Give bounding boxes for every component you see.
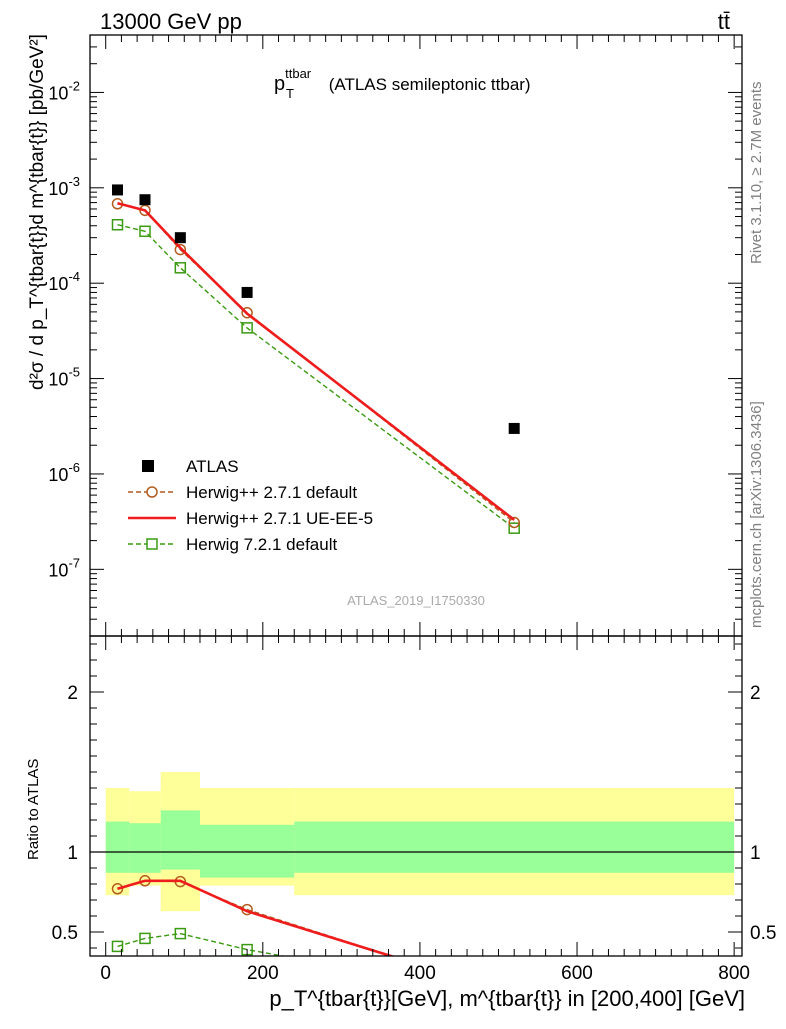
x-tick-label: 200 bbox=[247, 963, 279, 984]
ratio-frame bbox=[89, 635, 743, 957]
main-panel: 10-710-610-510-410-310-2 bbox=[48, 34, 743, 637]
y-tick-exp: -4 bbox=[68, 269, 80, 284]
ratio-y-tick-label-left: 2 bbox=[67, 683, 78, 704]
title-sub: T bbox=[286, 86, 294, 101]
y-tick-exp: -6 bbox=[68, 460, 80, 475]
data-point bbox=[508, 516, 520, 529]
y-tick-base: 10 bbox=[48, 83, 68, 103]
y-tick-base: 10 bbox=[48, 370, 68, 390]
y-tick-label: 10-3 bbox=[48, 174, 80, 199]
series-line bbox=[117, 201, 515, 521]
legend-label: Herwig 7.2.1 default bbox=[186, 535, 337, 554]
legend-marker bbox=[142, 460, 154, 472]
y-tick-base: 10 bbox=[48, 179, 68, 199]
uncertainty-bands bbox=[105, 772, 735, 912]
y-tick-exp: -5 bbox=[68, 365, 80, 380]
data-point bbox=[174, 927, 187, 940]
data-point bbox=[174, 243, 187, 256]
y-tick-label: 10-4 bbox=[48, 269, 80, 294]
data-point bbox=[139, 225, 151, 238]
y-tick-label: 10-2 bbox=[48, 78, 80, 103]
data-point bbox=[241, 286, 253, 298]
y-tick-label: 10-5 bbox=[48, 365, 80, 390]
x-axis-label: p_T^{tbar{t}}[GeV], m^{tbar{t}} in [200,… bbox=[269, 986, 745, 1011]
inner-band-bin bbox=[160, 810, 200, 870]
main-y-axis-label: d²σ / d p_T^{tbar{t}}d m^{tbar{t}} [pb/G… bbox=[27, 34, 48, 390]
y-tick-base: 10 bbox=[48, 465, 68, 485]
ratio-y-tick-label-right: 2 bbox=[750, 683, 761, 704]
data-point bbox=[508, 422, 520, 434]
ratio-y-tick-label-left: 0.5 bbox=[52, 923, 78, 944]
y-tick-label: 10-7 bbox=[48, 555, 80, 580]
title-main: p bbox=[274, 73, 285, 95]
ratio-y-tick-label-left: 1 bbox=[67, 843, 78, 864]
mcplots-label: mcplots.cern.ch [arXiv:1306.3436] bbox=[748, 401, 765, 628]
ratio-y-tick-label-right: 1 bbox=[750, 843, 761, 864]
data-point bbox=[508, 522, 520, 534]
data-point bbox=[241, 322, 253, 334]
y-tick-exp: -2 bbox=[68, 78, 80, 93]
data-point bbox=[111, 218, 124, 231]
x-tick-label: 400 bbox=[404, 963, 436, 984]
y-tick-label: 10-6 bbox=[48, 460, 80, 485]
y-tick-exp: -7 bbox=[68, 555, 80, 570]
legend-marker bbox=[146, 538, 158, 550]
title-sup: ttbar bbox=[285, 66, 312, 81]
data-point bbox=[111, 883, 124, 895]
ratio-y-axis-label: Ratio to ATLAS bbox=[25, 759, 42, 860]
x-tick-label: 800 bbox=[718, 963, 750, 984]
y-tick-base: 10 bbox=[48, 560, 68, 580]
data-point bbox=[139, 194, 151, 206]
legend-marker bbox=[146, 486, 158, 498]
rivet-version-label: Rivet 3.1.10, ≥ 2.7M events bbox=[748, 82, 765, 265]
inner-band-bin bbox=[294, 821, 735, 873]
x-tick-label: 0 bbox=[100, 963, 111, 984]
legend-label: Herwig++ 2.7.1 UE-EE-5 bbox=[186, 509, 373, 528]
x-tick-label: 600 bbox=[561, 963, 593, 984]
legend: ATLAS Herwig++ 2.7.1 default Herwig++ 2.7.… bbox=[128, 457, 373, 554]
legend-label: Herwig++ 2.7.1 default bbox=[186, 483, 357, 502]
title-rest: (ATLAS semileptonic ttbar) bbox=[324, 75, 531, 94]
series-solid bbox=[117, 879, 396, 956]
process-label: tt̄ bbox=[718, 9, 730, 34]
inner-band-bin bbox=[199, 824, 295, 878]
data-point bbox=[174, 262, 187, 274]
y-tick-exp: -3 bbox=[68, 174, 80, 189]
data-point bbox=[111, 940, 124, 953]
series-marker-square bbox=[111, 184, 520, 434]
data-point bbox=[139, 932, 151, 945]
inner-band-bin bbox=[105, 821, 130, 873]
legend-label: ATLAS bbox=[186, 457, 239, 476]
data-point bbox=[241, 306, 253, 319]
series-line bbox=[117, 224, 515, 529]
series-solid bbox=[117, 201, 515, 521]
collision-label: 13000 GeV pp bbox=[100, 9, 242, 34]
plot-title: pttbar T (ATLAS semileptonic ttbar) bbox=[274, 66, 531, 101]
series-dashed-square bbox=[111, 218, 520, 534]
data-point bbox=[174, 232, 186, 244]
ratio-y-tick-label-right: 0.5 bbox=[750, 923, 776, 944]
series-line bbox=[117, 879, 396, 956]
series-line bbox=[117, 932, 287, 956]
inner-band-bin bbox=[129, 823, 161, 873]
analysis-watermark: ATLAS_2019_I1750330 bbox=[347, 593, 485, 608]
data-point bbox=[111, 184, 123, 196]
y-tick-base: 10 bbox=[48, 274, 68, 294]
